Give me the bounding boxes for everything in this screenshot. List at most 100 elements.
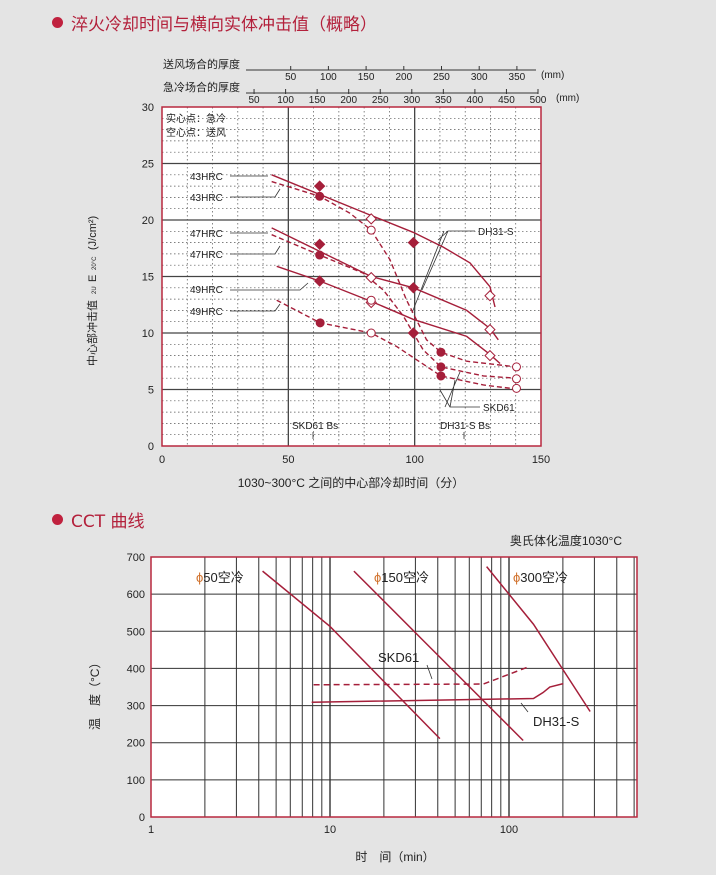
y-tick-label: 20 <box>142 215 154 227</box>
top-axis-tick-label: 50 <box>248 95 260 106</box>
x-tick-label: 1 <box>148 824 154 836</box>
series-line <box>313 666 529 686</box>
top-axis-tick-label: 50 <box>285 72 297 83</box>
cct-chart: 奥氏体化温度1030°C ϕ50空冷 ϕ150空冷 ϕ300空冷 SKD61 D… <box>87 533 638 864</box>
top-axis-tick-label: 250 <box>433 72 450 83</box>
cooling-label: 150空冷 <box>381 570 429 585</box>
x-tick-label: 10 <box>324 824 336 836</box>
data-point-diamond <box>313 275 326 287</box>
data-point-circle <box>511 374 521 384</box>
top-axis-tick-label: 300 <box>403 95 420 106</box>
series-line <box>486 566 591 712</box>
curve-label: 43HRC <box>190 172 223 183</box>
series-label-skd61: SKD61 <box>378 650 419 665</box>
austenitizing-note: 奥氏体化温度1030°C <box>510 533 622 548</box>
y-axis-label-main: 中心部冲击值 <box>85 300 99 366</box>
curve-labels: 43HRC 43HRC 47HRC 47HRC 49HRC 49HRC DH31… <box>190 172 515 432</box>
y-tick-label: 0 <box>139 812 145 824</box>
curve-label: 49HRC <box>190 307 223 318</box>
y-tick-label: 500 <box>127 626 145 638</box>
phi-symbol: ϕ <box>196 570 203 585</box>
x-tick-label: 100 <box>405 454 423 466</box>
section-title-cct: CCT 曲线 <box>52 507 145 532</box>
top-axis-label-air: 送风场合的厚度 <box>163 57 240 71</box>
leader-lines <box>426 664 529 713</box>
data-point-circle <box>436 371 446 381</box>
top-axis-tick-label: 350 <box>509 72 526 83</box>
data-point-circle <box>315 318 325 328</box>
section-title-text: CCT 曲线 <box>71 512 145 532</box>
bullet-icon <box>52 514 63 525</box>
top-axis-tick-label: 150 <box>309 95 326 106</box>
data-point-circle <box>511 383 521 393</box>
y-tick-label: 700 <box>127 552 145 564</box>
x-axis-label: 1030~300°C 之间的中心部冷却时间（分） <box>238 475 465 490</box>
top-axis-tick-label: 300 <box>471 72 488 83</box>
y-tick-label: 300 <box>127 701 145 713</box>
y-axis-label-sub2: 20°C <box>92 256 98 270</box>
top-axis-tick-label: 150 <box>358 72 375 83</box>
series-line-skd61-47hrc <box>271 234 517 379</box>
y-axis-label-symbol: E <box>87 275 99 282</box>
data-point-circle <box>436 347 446 357</box>
bs-label-dh31s: DH31-S Bs <box>440 421 490 432</box>
y-tick-label: 15 <box>142 272 154 284</box>
data-point-diamond <box>484 323 496 336</box>
y-tick-label: 100 <box>127 775 145 787</box>
plot-area <box>151 557 637 817</box>
cooling-label: 50空冷 <box>203 570 243 585</box>
cooling-labels: ϕ50空冷 ϕ150空冷 ϕ300空冷 SKD61 DH31-S <box>196 570 580 729</box>
y-axis-label-unit: (J/cm²) <box>87 216 99 250</box>
x-tick-label: 150 <box>532 454 550 466</box>
plot-border <box>150 556 638 818</box>
top-axis-tick-label: 100 <box>320 72 337 83</box>
svg-text:ϕ50空冷: ϕ50空冷 <box>196 570 244 585</box>
y-axis-label: 中心部冲击值 2U E 20°C (J/cm²) <box>85 216 99 366</box>
phi-symbol: ϕ <box>374 570 381 585</box>
data-point-circle <box>366 328 376 338</box>
data-point-diamond <box>313 180 326 192</box>
x-tick-label: 100 <box>500 824 518 836</box>
y-axis-label-sub: 2U <box>92 286 98 294</box>
y-tick-label: 5 <box>148 385 154 397</box>
series-line <box>311 682 564 703</box>
data-point-circle <box>366 295 376 305</box>
data-point-circle <box>511 362 521 372</box>
top-axis-tick-label: 350 <box>435 95 452 106</box>
data-point-circle <box>315 250 325 260</box>
section-title-impact: 淬火冷却时间与横向实体冲击值（概略） <box>52 10 377 35</box>
section-title-text: 淬火冷却时间与横向实体冲击值（概略） <box>71 15 377 35</box>
data-point-diamond <box>313 238 326 251</box>
legend-note-hollow: 空心点：送风 <box>166 126 226 139</box>
series-label-dh31s: DH31-S <box>533 714 580 729</box>
y-tick-label: 10 <box>142 328 154 340</box>
data-point-circle <box>315 191 325 201</box>
phi-symbol: ϕ <box>513 570 520 585</box>
series-line-skd61-43hrc <box>271 180 517 368</box>
leader-lines <box>230 175 480 439</box>
top-axis-unit: (mm) <box>556 93 579 104</box>
x-tick-label: 50 <box>282 454 294 466</box>
data-point-diamond <box>365 213 377 225</box>
plot-border <box>161 106 542 447</box>
data-point-circle <box>366 225 376 235</box>
curve-label: 47HRC <box>190 229 223 240</box>
cooling-label: 300空冷 <box>520 570 568 585</box>
data-point-diamond <box>407 236 420 249</box>
curve-label: 47HRC <box>190 250 223 261</box>
data-point-diamond <box>484 349 496 362</box>
y-axis-label: 温 度（°C） <box>87 657 102 730</box>
top-axis-tick-label: 200 <box>340 95 357 106</box>
series-line <box>353 570 524 742</box>
y-tick-label: 0 <box>148 441 154 453</box>
y-tick-label: 600 <box>127 589 145 601</box>
svg-text:ϕ150空冷: ϕ150空冷 <box>374 570 429 585</box>
top-axis-tick-label: 400 <box>467 95 484 106</box>
bs-label-skd61: SKD61 Bs <box>292 421 338 432</box>
data-point-diamond <box>407 327 420 339</box>
y-tick-label: 30 <box>142 102 154 114</box>
top-axis-tick-label: 250 <box>372 95 389 106</box>
top-axis-label-quench: 急冷场合的厚度 <box>163 80 240 94</box>
y-tick-label: 200 <box>127 738 145 750</box>
